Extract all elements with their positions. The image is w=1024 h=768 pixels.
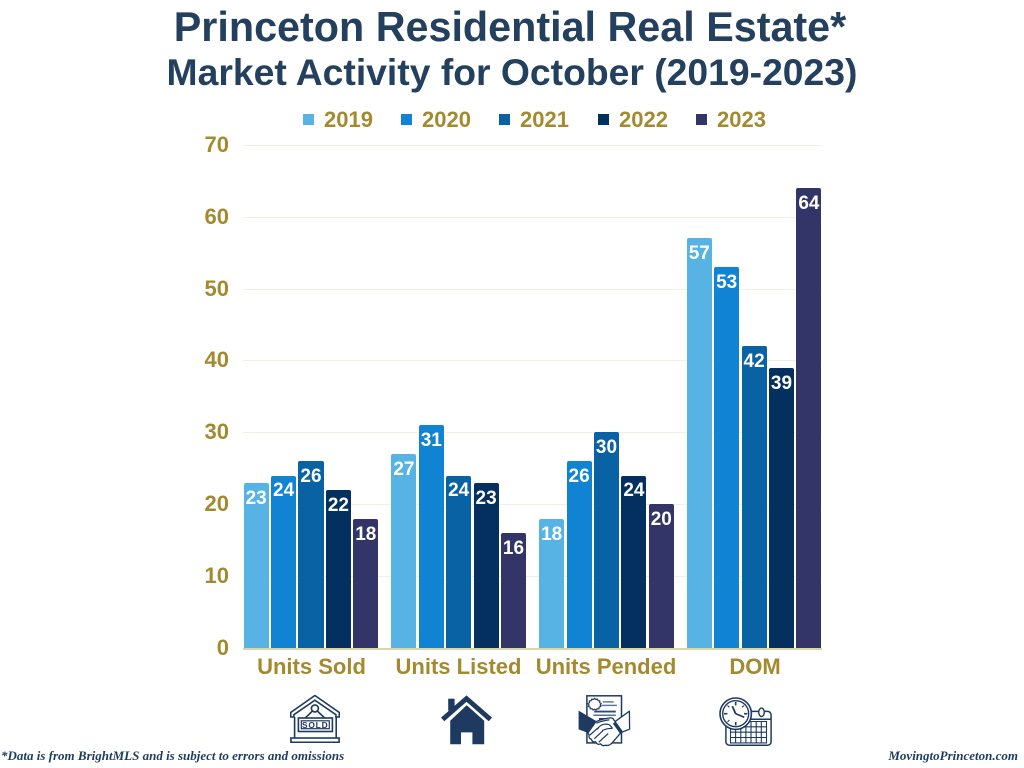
svg-text:SOLD: SOLD	[302, 720, 328, 730]
